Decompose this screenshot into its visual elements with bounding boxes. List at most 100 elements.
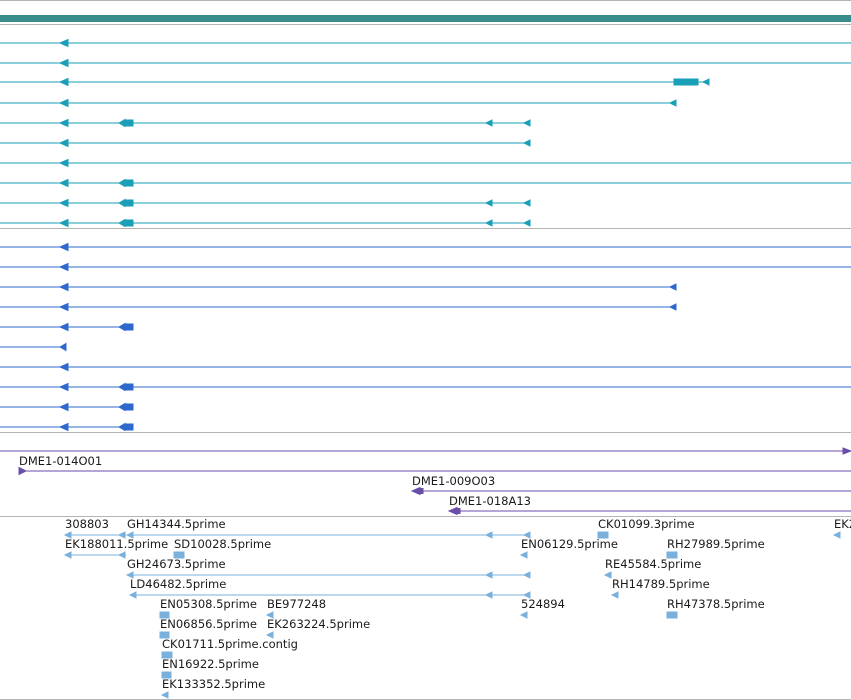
- left-arrow-icon: [125, 531, 134, 539]
- left-arrow-icon: [522, 531, 531, 539]
- est-feature[interactable]: EK263224.5prime: [265, 617, 370, 639]
- transcript-feature[interactable]: [0, 322, 134, 332]
- left-arrow-icon: [522, 199, 531, 207]
- left-arrow-icon: [522, 591, 531, 599]
- est-feature[interactable]: EN05308.5prime: [159, 597, 257, 619]
- transcript-feature[interactable]: [0, 382, 851, 392]
- est-feature[interactable]: BE977248: [265, 597, 326, 619]
- left-arrow-icon: [522, 139, 531, 147]
- exon-block: [454, 508, 461, 514]
- exon-block: [173, 551, 185, 559]
- left-arrow-icon: [832, 531, 841, 539]
- est-feature[interactable]: 524894: [519, 597, 565, 619]
- clone-track: DME1-014O01 DME1-009O03 DME1-018A13: [0, 447, 851, 516]
- left-arrow-icon: [519, 551, 528, 559]
- transcript-feature[interactable]: [0, 242, 851, 252]
- clone-feature[interactable]: DME1-014O01: [18, 454, 851, 476]
- transcript-feature[interactable]: [0, 302, 677, 312]
- est-feature[interactable]: EN16922.5prime: [161, 657, 259, 679]
- transcript-feature[interactable]: [0, 198, 531, 208]
- transcript-feature[interactable]: [0, 38, 851, 48]
- est-label: 524894: [521, 597, 565, 611]
- est-label: EK133352.5prime: [162, 677, 265, 691]
- transcript-feature[interactable]: [0, 58, 851, 68]
- est-feature[interactable]: GH24673.5prime: [125, 557, 531, 579]
- est-label: 308803: [65, 517, 109, 531]
- est-feature[interactable]: GH14344.5prime: [125, 517, 531, 539]
- est-label: RE45584.5prime: [605, 557, 701, 571]
- est-feature[interactable]: RH27989.5prime: [666, 537, 765, 559]
- left-arrow-icon: [58, 58, 69, 68]
- left-arrow-icon: [59, 342, 67, 352]
- est-label: RH14789.5prime: [612, 577, 710, 591]
- est-label: RH47378.5prime: [667, 597, 765, 611]
- clone-feature[interactable]: DME1-009O03: [410, 474, 851, 496]
- est-feature[interactable]: CK01711.5prime.contig: [161, 637, 298, 659]
- exon-block: [123, 199, 134, 207]
- est-feature[interactable]: RH14789.5prime: [610, 577, 710, 599]
- left-arrow-icon: [58, 242, 69, 252]
- left-arrow-icon: [484, 571, 493, 579]
- transcript-feature[interactable]: [0, 262, 851, 272]
- left-arrow-icon: [603, 571, 612, 579]
- left-arrow-icon: [265, 611, 274, 619]
- transcript-feature[interactable]: [0, 98, 677, 108]
- left-arrow-icon: [484, 199, 493, 207]
- transcript-feature[interactable]: [0, 342, 67, 352]
- transcript-feature[interactable]: [0, 178, 851, 188]
- transcript-feature[interactable]: [0, 422, 134, 432]
- transcript-track-blue: [0, 242, 851, 432]
- transcript-feature[interactable]: [0, 218, 531, 228]
- left-arrow-icon: [668, 283, 677, 291]
- left-arrow-icon: [522, 571, 531, 579]
- est-label: BE977248: [267, 597, 326, 611]
- est-feature[interactable]: RE45584.5prime: [603, 557, 701, 579]
- exon-block: [666, 611, 678, 619]
- position-ruler[interactable]: [0, 15, 851, 22]
- est-track: 308803 GH14344.5prime CK01099.3prime EK2…: [63, 517, 851, 699]
- est-feature[interactable]: EK2: [832, 517, 851, 539]
- transcript-feature[interactable]: [0, 118, 531, 128]
- transcript-feature[interactable]: [0, 77, 710, 87]
- left-arrow-icon: [58, 322, 69, 332]
- est-label: RH27989.5prime: [667, 537, 765, 551]
- est-feature[interactable]: EN06856.5prime: [159, 617, 257, 639]
- est-label: SD10028.5prime: [174, 537, 271, 551]
- left-arrow-icon: [58, 302, 69, 312]
- left-arrow-icon: [125, 571, 134, 579]
- transcript-feature[interactable]: [0, 158, 851, 168]
- clone-feature[interactable]: [0, 447, 851, 455]
- left-arrow-icon: [58, 218, 69, 228]
- clone-label: DME1-014O01: [19, 454, 102, 468]
- est-feature[interactable]: SD10028.5prime: [173, 537, 271, 559]
- est-feature[interactable]: LD46482.5prime: [128, 577, 531, 599]
- est-feature[interactable]: EK188011.5prime: [63, 537, 168, 559]
- transcript-feature[interactable]: [0, 362, 851, 372]
- left-arrow-icon: [58, 382, 69, 392]
- left-arrow-icon: [58, 178, 69, 188]
- exon-block: [161, 671, 172, 679]
- clone-feature[interactable]: DME1-018A13: [447, 494, 851, 516]
- est-label: EK2: [834, 517, 851, 531]
- exon-block: [159, 631, 170, 639]
- est-feature[interactable]: 308803: [63, 517, 126, 539]
- left-arrow-icon: [58, 77, 69, 87]
- left-arrow-icon: [610, 591, 619, 599]
- left-arrow-icon: [58, 362, 69, 372]
- est-feature[interactable]: EN06129.5prime: [519, 537, 618, 559]
- right-arrow-icon: [842, 447, 851, 455]
- right-arrow-icon: [18, 466, 28, 476]
- est-label: CK01711.5prime.contig: [162, 637, 298, 651]
- transcript-feature[interactable]: [0, 402, 134, 412]
- exon-block: [123, 383, 134, 391]
- est-feature[interactable]: CK01099.3prime: [597, 517, 695, 539]
- est-feature[interactable]: EK133352.5prime: [160, 677, 265, 699]
- left-arrow-icon: [701, 78, 710, 86]
- transcript-feature[interactable]: [0, 282, 677, 292]
- est-label: EK263224.5prime: [267, 617, 370, 631]
- est-feature[interactable]: RH47378.5prime: [666, 597, 765, 619]
- transcript-feature[interactable]: [0, 138, 531, 148]
- left-arrow-icon: [484, 531, 493, 539]
- exon-block: [123, 119, 134, 127]
